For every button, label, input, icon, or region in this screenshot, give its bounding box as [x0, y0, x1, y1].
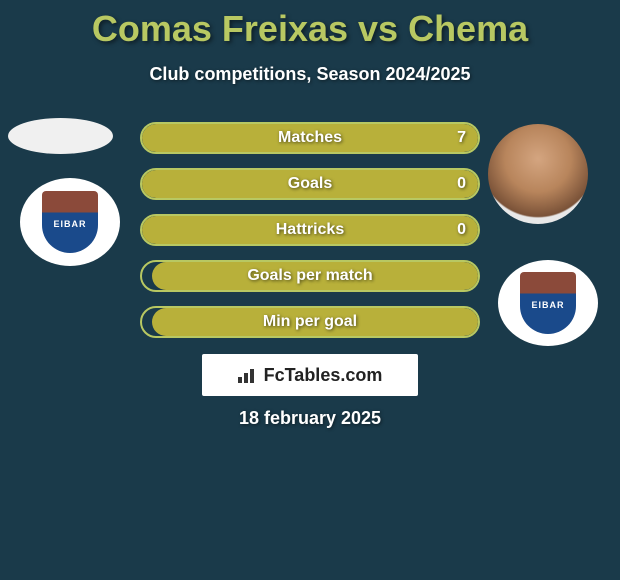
- bar-value-right: 7: [457, 124, 466, 152]
- bar-label: Hattricks: [142, 216, 478, 244]
- bar-label: Min per goal: [142, 308, 478, 336]
- branding-box: FcTables.com: [202, 354, 418, 396]
- club-shield-icon: EIBAR: [42, 191, 98, 253]
- brand-text: FcTables.com: [264, 365, 383, 386]
- club-shield-icon: EIBAR: [520, 272, 576, 334]
- player-right-avatar: [488, 124, 588, 224]
- club-badge-label: EIBAR: [53, 219, 86, 229]
- date-label: 18 february 2025: [0, 408, 620, 429]
- subtitle: Club competitions, Season 2024/2025: [0, 64, 620, 85]
- player-right-club-badge: EIBAR: [498, 260, 598, 346]
- page-title: Comas Freixas vs Chema: [0, 0, 620, 50]
- stat-bar: Min per goal: [140, 306, 480, 338]
- bar-label: Goals per match: [142, 262, 478, 290]
- club-badge-label: EIBAR: [531, 300, 564, 310]
- stat-bar: Hattricks0: [140, 214, 480, 246]
- bar-label: Goals: [142, 170, 478, 198]
- player-left-club-badge: EIBAR: [20, 178, 120, 266]
- player-left-avatar: [8, 118, 113, 154]
- stat-bar: Goals0: [140, 168, 480, 200]
- stat-bars: Matches7Goals0Hattricks0Goals per matchM…: [140, 122, 480, 352]
- stat-bar: Goals per match: [140, 260, 480, 292]
- stat-bar: Matches7: [140, 122, 480, 154]
- bar-value-right: 0: [457, 170, 466, 198]
- bar-value-right: 0: [457, 216, 466, 244]
- chart-icon: [238, 367, 258, 383]
- bar-label: Matches: [142, 124, 478, 152]
